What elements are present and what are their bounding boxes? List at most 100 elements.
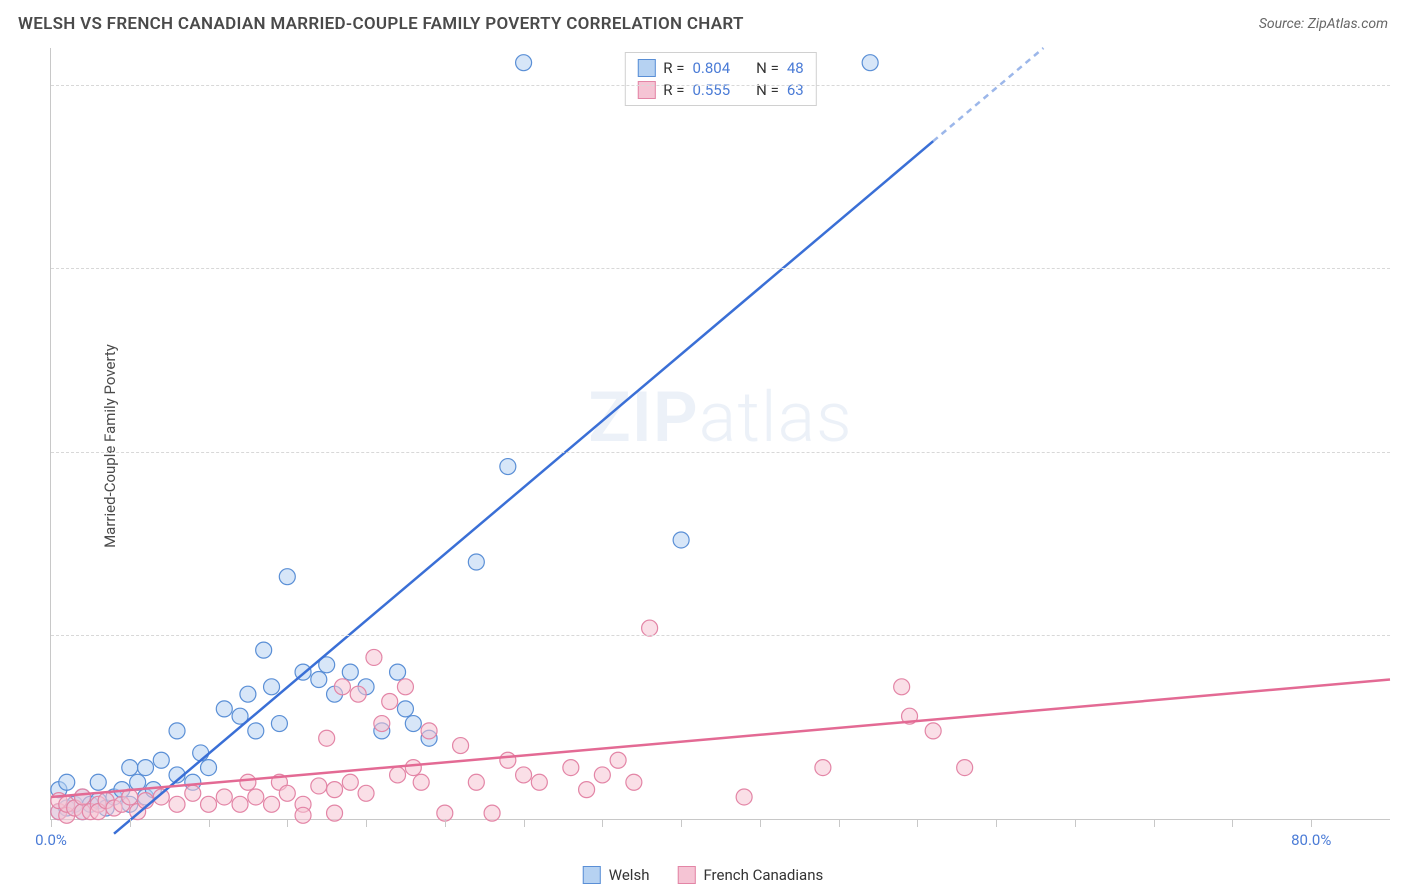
data-point [271,716,287,732]
legend-item-welsh: Welsh [583,866,650,884]
gridline [51,452,1390,453]
data-point [185,785,201,801]
data-point [295,807,311,823]
x-tick [209,819,210,827]
data-point [925,723,941,739]
legend-swatch-welsh-b [583,866,601,884]
data-point [216,701,232,717]
data-point [240,686,256,702]
data-point [468,774,484,790]
data-point [264,679,280,695]
data-point [594,767,610,783]
y-tick-label: 100.0% [1400,76,1406,94]
data-point [405,760,421,776]
data-point [232,796,248,812]
data-point [327,782,343,798]
chart-container: WELSH VS FRENCH CANADIAN MARRIED-COUPLE … [0,0,1406,892]
data-point [382,694,398,710]
data-point [421,723,437,739]
data-point [327,805,343,821]
series-legend: Welsh French Canadians [583,866,823,884]
data-point [201,760,217,776]
data-point [815,760,831,776]
correlation-legend: R = 0.804 N = 48 R = 0.555 N = 63 [624,52,816,106]
y-tick-label: 50.0% [1400,443,1406,461]
regression-line-dashed [933,48,1043,141]
data-point [138,760,154,776]
data-point [90,774,106,790]
data-point [311,778,327,794]
data-point [358,785,374,801]
data-point [342,664,358,680]
data-point [248,789,264,805]
data-point [957,760,973,776]
data-point [201,796,217,812]
legend-item-french: French Canadians [677,866,823,884]
x-tick [681,819,682,827]
data-point [311,671,327,687]
data-point [500,752,516,768]
data-point [350,686,366,702]
n-value-french: 63 [787,81,804,99]
data-point [736,789,752,805]
data-point [397,679,413,695]
data-point [531,774,547,790]
legend-swatch-welsh [637,59,655,77]
data-point [366,649,382,665]
gridline [51,85,1390,86]
data-point [264,796,280,812]
chart-title: WELSH VS FRENCH CANADIAN MARRIED-COUPLE … [18,14,744,34]
gridline [51,635,1390,636]
data-point [468,554,484,570]
plot-area: ZIPatlas R = 0.804 N = 48 R = 0.555 N = … [50,48,1390,820]
n-label: N = [756,81,779,99]
x-tick [51,819,52,827]
data-point [610,752,626,768]
x-tick [445,819,446,827]
x-tick [602,819,603,827]
data-point [342,774,358,790]
y-tick-label: 75.0% [1400,259,1406,277]
r-label: R = [663,81,684,99]
data-point [75,789,91,805]
data-point [862,55,878,71]
x-tick [1311,819,1312,827]
r-value-welsh: 0.804 [692,59,730,77]
x-tick [524,819,525,827]
data-point [240,774,256,790]
x-tick-label: 80.0% [1291,831,1331,849]
y-tick-label: 25.0% [1400,626,1406,644]
data-point [279,785,295,801]
legend-row-welsh: R = 0.804 N = 48 [637,57,803,79]
legend-swatch-french-b [677,866,695,884]
n-label: N = [756,59,779,77]
data-point [673,532,689,548]
title-bar: WELSH VS FRENCH CANADIAN MARRIED-COUPLE … [18,14,1388,34]
r-label: R = [663,59,684,77]
data-point [626,774,642,790]
data-point [405,716,421,732]
r-value-french: 0.555 [692,81,730,99]
data-point [516,55,532,71]
data-point [169,796,185,812]
data-point [193,745,209,761]
data-point [248,723,264,739]
x-tick [839,819,840,827]
data-point [334,679,350,695]
data-point [319,730,335,746]
data-point [390,767,406,783]
data-point [563,760,579,776]
data-point [579,782,595,798]
data-point [122,760,138,776]
data-point [500,459,516,475]
legend-swatch-french [637,81,655,99]
data-point [642,620,658,636]
x-tick [917,819,918,827]
x-tick [287,819,288,827]
data-point [153,752,169,768]
data-point [516,767,532,783]
data-point [59,774,75,790]
x-tick [1232,819,1233,827]
legend-label-french: French Canadians [703,866,823,884]
x-tick [996,819,997,827]
